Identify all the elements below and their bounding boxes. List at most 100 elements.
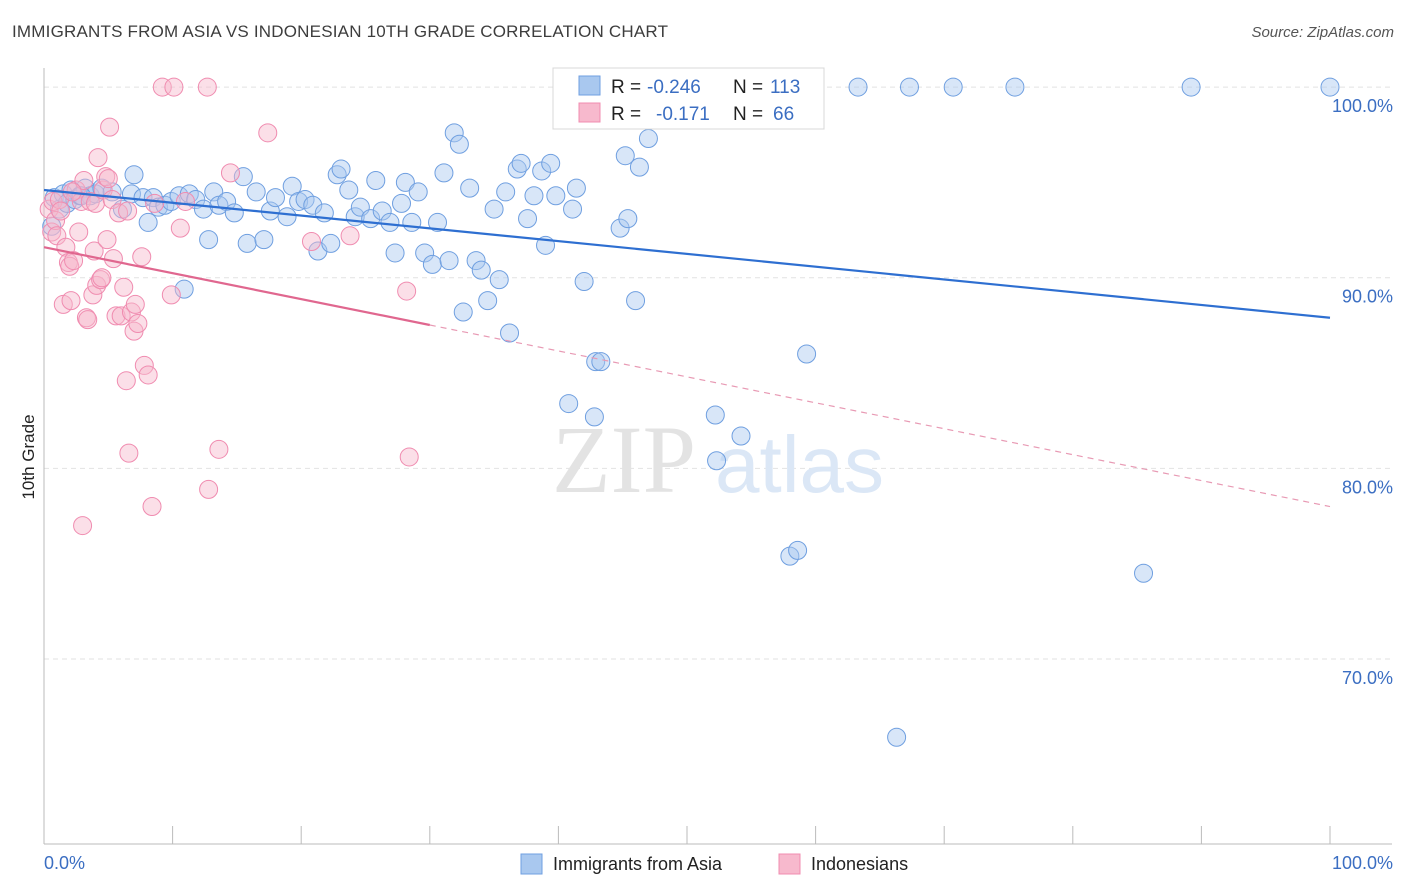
point-asia xyxy=(422,254,442,274)
trend-lines xyxy=(43,188,1331,508)
point-indonesians xyxy=(132,247,152,267)
point-indonesians xyxy=(220,163,240,183)
stats-swatch-indonesians xyxy=(578,102,601,123)
point-asia xyxy=(524,186,544,206)
tick-labels: 70.0% 80.0% 90.0% 100.0% 0.0% 100.0% xyxy=(44,96,1393,873)
point-asia xyxy=(408,182,428,202)
point-indonesians xyxy=(170,218,190,238)
point-asia xyxy=(449,134,469,154)
point-asia xyxy=(610,218,630,238)
point-indonesians xyxy=(96,167,116,187)
point-asia xyxy=(518,209,538,229)
point-asia xyxy=(1134,563,1154,583)
chart-title: IMMIGRANTS FROM ASIA VS INDONESIAN 10TH … xyxy=(12,22,669,41)
point-indonesians xyxy=(175,191,195,211)
point-asia xyxy=(546,186,566,206)
point-asia xyxy=(848,77,868,97)
watermark-zip: ZIP xyxy=(552,406,696,513)
point-asia xyxy=(638,129,658,149)
point-asia xyxy=(626,291,646,311)
point-indonesians xyxy=(97,230,117,250)
point-asia xyxy=(233,167,253,187)
point-indonesians xyxy=(397,281,417,301)
point-indonesians xyxy=(138,365,158,385)
point-indonesians xyxy=(125,294,145,314)
point-asia xyxy=(265,188,285,208)
stats-n-label-asia: N = xyxy=(733,77,763,98)
point-asia xyxy=(303,195,323,215)
point-indonesians xyxy=(152,77,172,97)
point-asia xyxy=(563,199,583,219)
point-asia xyxy=(591,352,611,372)
point-indonesians xyxy=(60,256,80,276)
point-asia xyxy=(541,153,561,173)
point-asia xyxy=(507,159,527,179)
point-asia xyxy=(731,426,751,446)
point-asia xyxy=(500,323,520,343)
point-indonesians xyxy=(197,77,217,97)
watermark: ZIP atlas xyxy=(552,406,884,513)
point-indonesians xyxy=(199,479,219,499)
point-asia xyxy=(246,182,266,202)
point-asia xyxy=(496,182,516,202)
point-asia xyxy=(199,230,219,250)
point-asia xyxy=(629,157,649,177)
point-asia xyxy=(1320,77,1340,97)
legend-label-indonesians: Indonesians xyxy=(811,854,908,874)
point-indonesians xyxy=(258,123,278,143)
point-asia xyxy=(428,212,448,232)
y-tick-label: 80.0% xyxy=(1342,477,1393,497)
point-asia xyxy=(331,159,351,179)
point-indonesians xyxy=(145,193,165,213)
source-credit: Source: ZipAtlas.com xyxy=(1251,24,1394,41)
point-asia xyxy=(444,123,464,143)
point-asia xyxy=(780,546,800,566)
x-tick-label-start: 0.0% xyxy=(44,853,85,873)
point-asia xyxy=(584,407,604,427)
point-asia xyxy=(484,199,504,219)
point-asia xyxy=(395,172,415,192)
stats-legend-box: R = -0.246 N = 113 R = -0.171 N = 66 xyxy=(552,67,825,130)
stats-r-label-indonesians: R = xyxy=(611,104,641,125)
point-indonesians xyxy=(118,201,138,221)
trend-line-asia xyxy=(43,188,1331,319)
point-asia xyxy=(237,233,257,253)
point-asia xyxy=(1181,77,1201,97)
point-asia xyxy=(277,207,297,227)
stats-r-value-indonesians: -0.171 xyxy=(656,104,710,125)
point-asia xyxy=(566,178,586,198)
point-asia xyxy=(478,291,498,311)
stats-swatch-asia xyxy=(578,75,601,96)
point-indonesians xyxy=(43,191,63,211)
point-asia xyxy=(402,212,422,232)
point-indonesians xyxy=(399,447,419,467)
legend-label-asia: Immigrants from Asia xyxy=(553,854,723,874)
y-tick-label: 90.0% xyxy=(1342,287,1393,307)
point-asia xyxy=(434,163,454,183)
point-asia xyxy=(133,188,153,208)
point-asia xyxy=(339,180,359,200)
point-indonesians xyxy=(92,268,112,288)
stats-n-value-indonesians: 66 xyxy=(773,104,794,125)
point-asia xyxy=(788,540,808,560)
point-indonesians xyxy=(88,148,108,168)
point-indonesians xyxy=(116,371,136,391)
watermark-atlas: atlas xyxy=(715,420,884,509)
point-asia xyxy=(295,190,315,210)
point-asia xyxy=(943,77,963,97)
point-indonesians xyxy=(98,169,118,189)
y-tick-label: 70.0% xyxy=(1342,668,1393,688)
legend-swatch-asia xyxy=(520,853,543,875)
point-asia xyxy=(385,243,405,263)
point-indonesians xyxy=(83,285,103,305)
point-asia xyxy=(707,451,727,471)
point-asia xyxy=(289,191,309,211)
point-indonesians xyxy=(42,222,62,242)
trend-line-indonesians xyxy=(43,246,431,327)
y-axis-label: 10th Grade xyxy=(19,414,38,499)
point-indonesians xyxy=(46,211,66,231)
point-indonesians xyxy=(106,306,126,326)
y-tick-label: 100.0% xyxy=(1332,96,1393,116)
point-indonesians xyxy=(103,249,123,269)
legend-swatch-indonesians xyxy=(778,853,801,875)
